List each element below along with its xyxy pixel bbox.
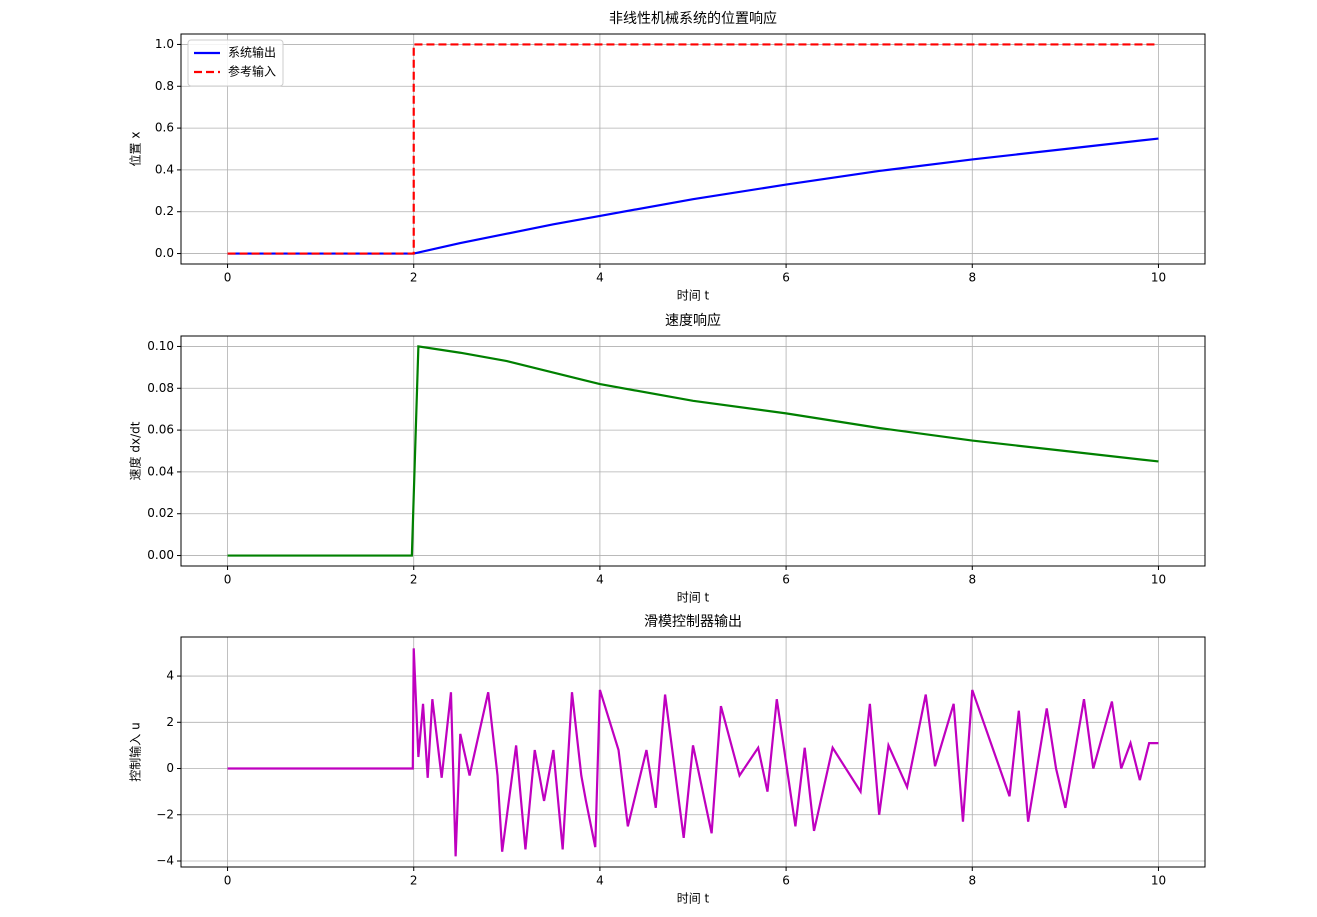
x-tick-label: 0 <box>224 271 232 285</box>
x-axis-label: 时间 t <box>677 591 710 605</box>
data-line <box>227 648 1159 857</box>
x-tick-label: 8 <box>968 573 976 587</box>
x-tick-label: 8 <box>968 874 976 888</box>
legend-label: 参考输入 <box>228 64 276 79</box>
chart-title: 速度响应 <box>665 312 721 329</box>
x-tick-label: 6 <box>782 573 790 587</box>
x-tick-label: 2 <box>410 874 418 888</box>
y-tick-label: 0.00 <box>147 548 174 562</box>
y-tick-label: 0 <box>166 761 174 775</box>
data-line <box>227 345 1159 557</box>
y-tick-label: 1.0 <box>155 37 174 51</box>
data-line <box>227 137 1159 255</box>
y-tick-label: 2 <box>166 715 174 729</box>
y-tick-label: 0.02 <box>147 506 174 520</box>
plot-frame <box>180 33 1206 265</box>
x-tick-label: 4 <box>596 874 604 888</box>
x-tick-label: 6 <box>782 271 790 285</box>
x-tick-label: 4 <box>596 271 604 285</box>
y-axis-label: 控制输入 u <box>128 722 143 781</box>
y-tick-label: −2 <box>156 807 174 821</box>
x-tick-label: 4 <box>596 573 604 587</box>
x-tick-label: 2 <box>410 573 418 587</box>
y-tick-label: 0.4 <box>155 162 174 176</box>
chart-title: 非线性机械系统的位置响应 <box>609 10 777 27</box>
y-tick-label: 0.2 <box>155 204 174 218</box>
y-tick-label: 0.6 <box>155 121 174 135</box>
x-tick-label: 8 <box>968 271 976 285</box>
y-tick-label: 0.08 <box>147 381 174 395</box>
x-tick-label: 0 <box>224 573 232 587</box>
data-line <box>227 43 1159 255</box>
y-tick-label: 0.06 <box>147 423 174 437</box>
legend-box <box>187 39 284 87</box>
legend-label: 系统输出 <box>228 45 276 60</box>
y-tick-label: 0.04 <box>147 464 174 478</box>
y-tick-label: −4 <box>156 853 174 867</box>
x-tick-label: 10 <box>1151 874 1166 888</box>
chart-title: 滑模控制器输出 <box>644 613 742 630</box>
x-tick-label: 0 <box>224 874 232 888</box>
x-axis-label: 时间 t <box>677 289 710 303</box>
x-axis-label: 时间 t <box>677 892 710 906</box>
x-tick-label: 2 <box>410 271 418 285</box>
y-axis-label: 速度 dx/dt <box>128 421 143 480</box>
x-tick-label: 6 <box>782 874 790 888</box>
y-axis-label: 位置 x <box>128 132 143 167</box>
y-tick-label: 0.0 <box>155 246 174 260</box>
y-tick-label: 4 <box>166 669 174 683</box>
x-tick-label: 10 <box>1151 573 1166 587</box>
x-tick-label: 10 <box>1151 271 1166 285</box>
plot-frame <box>180 636 1206 868</box>
y-tick-label: 0.10 <box>147 339 174 353</box>
plot-frame <box>180 335 1206 567</box>
y-tick-label: 0.8 <box>155 79 174 93</box>
